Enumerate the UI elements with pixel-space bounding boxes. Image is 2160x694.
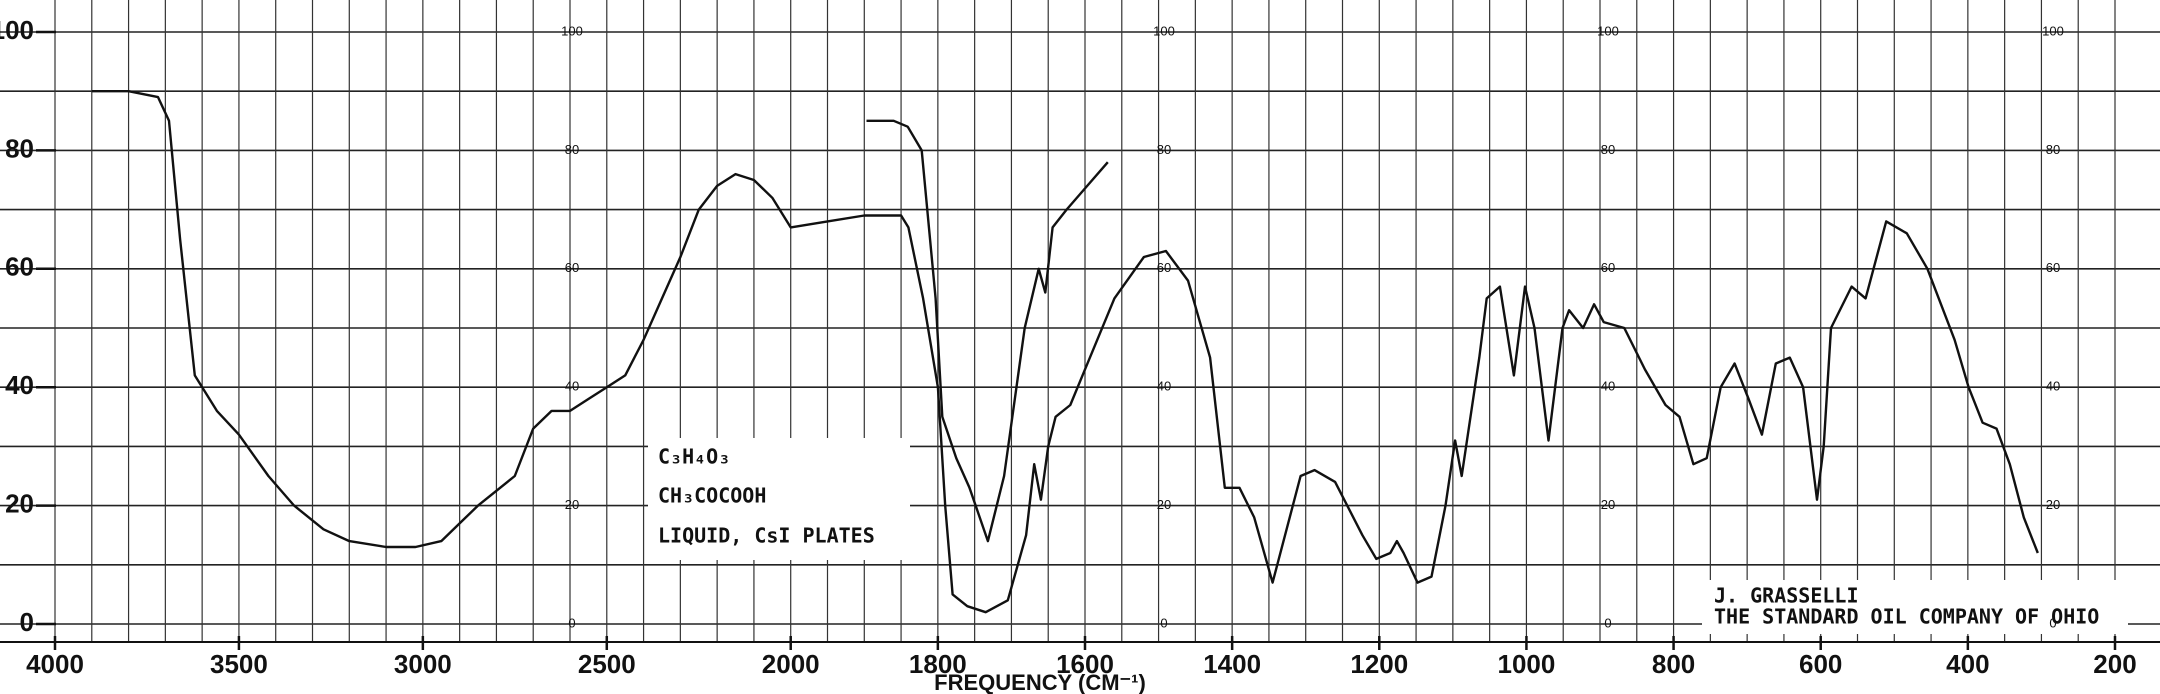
inner-scale-label: 20 xyxy=(1601,497,1615,512)
y-tick-label: 0 xyxy=(20,607,34,637)
inner-scale-label: 0 xyxy=(1160,615,1167,630)
x-axis-label: FREQUENCY (CM⁻¹) xyxy=(934,670,1146,694)
inner-scale-label: 100 xyxy=(2042,23,2064,38)
author: J. GRASSELLI xyxy=(1714,584,1859,608)
spectrum-line xyxy=(91,90,2039,614)
formula: C₃H₄O₃ xyxy=(658,445,730,469)
sample-box xyxy=(648,438,910,560)
inner-scale-label: 40 xyxy=(2046,379,2060,394)
x-tick-label: 1800 xyxy=(909,649,967,679)
x-tick-label: 1200 xyxy=(1350,649,1408,679)
ticks: 0204060801004000350030002500200018001600… xyxy=(0,15,2137,679)
x-tick-label: 1600 xyxy=(1056,649,1114,679)
inner-scale-label: 80 xyxy=(2046,142,2060,157)
inner-scale-label: 80 xyxy=(1157,142,1171,157)
x-tick-label: 2500 xyxy=(578,649,636,679)
compound: CH₃COCOOH xyxy=(658,484,766,508)
y-tick-label: 100 xyxy=(0,15,34,45)
company: THE STANDARD OIL COMPANY OF OHIO xyxy=(1714,605,2099,629)
x-tick-label: 3000 xyxy=(394,649,452,679)
inner-scale-label: 80 xyxy=(565,142,579,157)
sample-prep: LIQUID, CsI PLATES xyxy=(658,524,875,548)
spectrum-line xyxy=(866,119,1109,543)
credit-box xyxy=(1702,580,2128,634)
inner-scale-label: 0 xyxy=(1604,615,1611,630)
x-tick-label: 200 xyxy=(2093,649,2136,679)
x-tick-label: 1000 xyxy=(1498,649,1556,679)
y-tick-label: 80 xyxy=(5,133,34,163)
inner-scale-label: 40 xyxy=(1601,379,1615,394)
inner-scale-label: 0 xyxy=(2049,615,2056,630)
curves xyxy=(91,90,2039,614)
inner-scale-label: 0 xyxy=(568,615,575,630)
inner-scale-label: 80 xyxy=(1601,142,1615,157)
x-tick-label: 800 xyxy=(1652,649,1695,679)
x-tick-label: 400 xyxy=(1946,649,1989,679)
inner-scale-label: 100 xyxy=(1153,23,1175,38)
grid xyxy=(0,0,2160,643)
inner-scale-label: 60 xyxy=(2046,260,2060,275)
x-tick-label: 600 xyxy=(1799,649,1842,679)
inner-scale-label: 100 xyxy=(1597,23,1619,38)
inner-scale-label: 60 xyxy=(1601,260,1615,275)
x-tick-label: 2000 xyxy=(762,649,820,679)
inner-scale-label: 20 xyxy=(1157,497,1171,512)
inner-scale-label: 60 xyxy=(1157,260,1171,275)
x-tick-label: 1400 xyxy=(1203,649,1261,679)
y-tick-label: 40 xyxy=(5,370,34,400)
y-tick-label: 60 xyxy=(5,252,34,282)
inner-scale-label: 20 xyxy=(565,497,579,512)
inner-scale-label: 40 xyxy=(565,379,579,394)
y-tick-label: 20 xyxy=(5,488,34,518)
inner-scale-label: 20 xyxy=(2046,497,2060,512)
x-tick-label: 4000 xyxy=(26,649,84,679)
inner-scale-label: 60 xyxy=(565,260,579,275)
x-tick-label: 3500 xyxy=(210,649,268,679)
inner-scale-label: 40 xyxy=(1157,379,1171,394)
inner-scale-label: 100 xyxy=(561,23,583,38)
